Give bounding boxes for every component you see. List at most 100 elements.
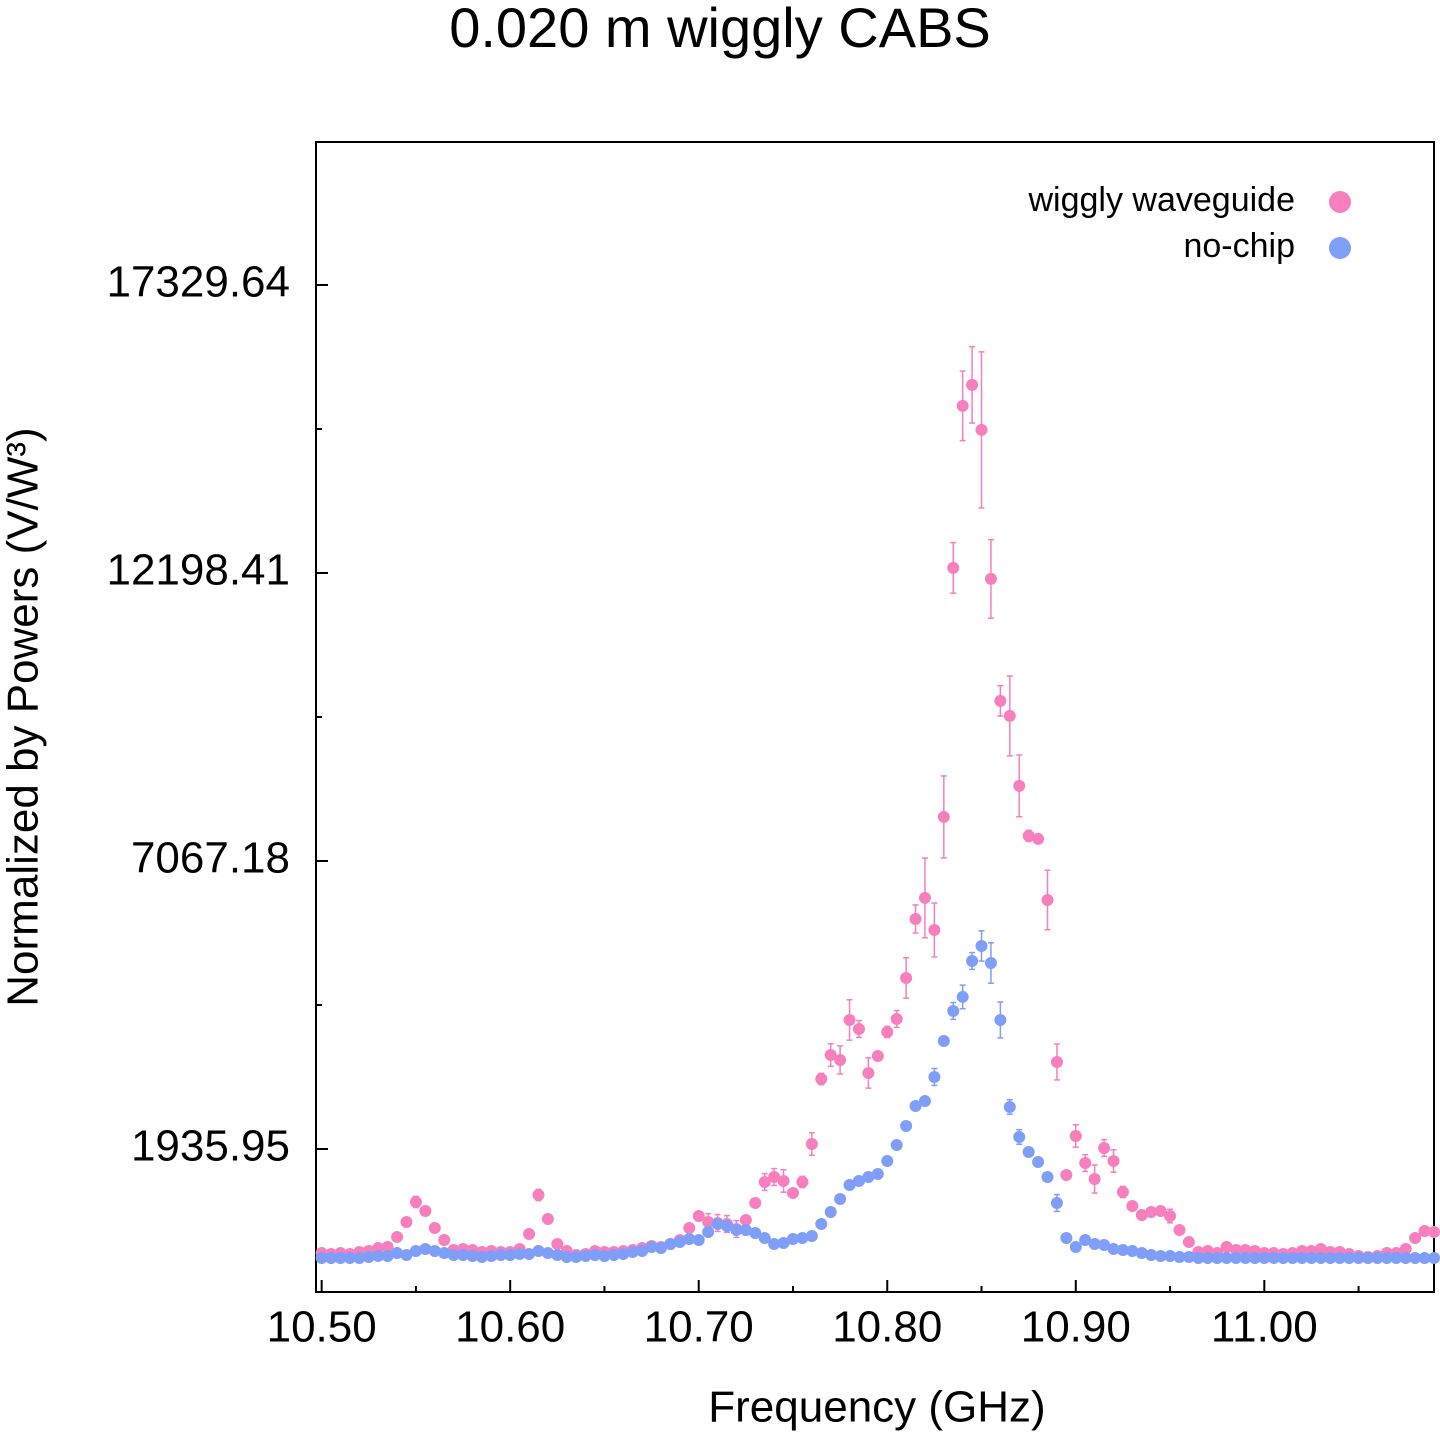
data-point bbox=[381, 1240, 394, 1253]
data-point bbox=[871, 1049, 884, 1062]
data-point bbox=[664, 1238, 677, 1251]
y-tick-label: 1935.95 bbox=[131, 1122, 290, 1171]
data-point bbox=[937, 810, 950, 823]
data-point bbox=[1107, 1243, 1120, 1256]
data-point bbox=[1418, 1251, 1431, 1264]
data-point bbox=[1022, 829, 1035, 842]
data-point bbox=[909, 1099, 922, 1112]
data-point bbox=[918, 1094, 931, 1107]
data-point bbox=[541, 1212, 554, 1225]
data-point bbox=[796, 1232, 809, 1245]
data-point bbox=[1098, 1238, 1111, 1251]
data-point bbox=[1305, 1251, 1318, 1264]
data-point bbox=[1230, 1251, 1243, 1264]
data-point bbox=[400, 1216, 413, 1229]
data-point bbox=[683, 1222, 696, 1235]
data-point bbox=[1098, 1141, 1111, 1154]
data-point bbox=[532, 1189, 545, 1202]
x-tick-label: 10.60 bbox=[455, 1303, 565, 1352]
data-point bbox=[824, 1206, 837, 1219]
data-point bbox=[975, 423, 988, 436]
data-point bbox=[1164, 1250, 1177, 1263]
data-point bbox=[683, 1233, 696, 1246]
data-point bbox=[777, 1174, 790, 1187]
data-point bbox=[1286, 1251, 1299, 1264]
data-point bbox=[409, 1244, 422, 1257]
data-point bbox=[560, 1250, 573, 1263]
data-point bbox=[513, 1248, 526, 1261]
data-point bbox=[447, 1249, 460, 1262]
data-point bbox=[1164, 1210, 1177, 1223]
data-point bbox=[1041, 893, 1054, 906]
legend-marker bbox=[1329, 191, 1351, 213]
data-point bbox=[1013, 779, 1026, 792]
data-point bbox=[900, 1119, 913, 1132]
data-point bbox=[532, 1244, 545, 1257]
data-point bbox=[551, 1238, 564, 1251]
data-point bbox=[673, 1235, 686, 1248]
data-point bbox=[1296, 1251, 1309, 1264]
data-point bbox=[881, 1154, 894, 1167]
y-tick-label: 12198.41 bbox=[106, 546, 290, 595]
x-tick-label: 10.80 bbox=[832, 1303, 942, 1352]
data-point bbox=[457, 1249, 470, 1262]
data-point bbox=[1314, 1251, 1327, 1264]
data-point bbox=[1267, 1251, 1280, 1264]
data-point bbox=[1371, 1251, 1384, 1264]
data-point bbox=[1107, 1154, 1120, 1167]
data-point bbox=[504, 1249, 517, 1262]
data-point bbox=[325, 1251, 338, 1264]
data-point bbox=[956, 399, 969, 412]
data-point bbox=[1145, 1206, 1158, 1219]
data-point bbox=[494, 1249, 507, 1262]
data-point bbox=[749, 1196, 762, 1209]
data-point bbox=[975, 939, 988, 952]
data-point bbox=[1277, 1251, 1290, 1264]
data-point bbox=[523, 1248, 536, 1261]
data-point bbox=[862, 1170, 875, 1183]
data-point bbox=[1248, 1251, 1261, 1264]
data-point bbox=[570, 1250, 583, 1263]
data-point bbox=[655, 1241, 668, 1254]
data-point bbox=[1069, 1240, 1082, 1253]
data-point bbox=[1126, 1244, 1139, 1257]
data-point bbox=[1409, 1232, 1422, 1245]
data-point bbox=[890, 1012, 903, 1025]
chart-title: 0.020 m wiggly CABS bbox=[449, 0, 991, 59]
data-point bbox=[1211, 1251, 1224, 1264]
data-point bbox=[1050, 1055, 1063, 1068]
data-point bbox=[362, 1250, 375, 1263]
data-point bbox=[730, 1223, 743, 1236]
data-point bbox=[777, 1237, 790, 1250]
data-point bbox=[1135, 1208, 1148, 1221]
data-point bbox=[438, 1246, 451, 1259]
data-point bbox=[589, 1249, 602, 1262]
legend-label: wiggly waveguide bbox=[1028, 181, 1296, 219]
series bbox=[315, 345, 1440, 1263]
data-point bbox=[1126, 1200, 1139, 1213]
y-axis-label: Normalized by Powers (V/W³) bbox=[0, 427, 48, 1006]
data-point bbox=[805, 1137, 818, 1150]
x-tick-label: 11.00 bbox=[1211, 1303, 1318, 1352]
data-point bbox=[1390, 1251, 1403, 1264]
series bbox=[315, 930, 1440, 1264]
data-point bbox=[739, 1223, 752, 1236]
data-point bbox=[626, 1245, 639, 1258]
data-point bbox=[1013, 1130, 1026, 1143]
data-point bbox=[1145, 1249, 1158, 1262]
data-point bbox=[1399, 1243, 1412, 1256]
data-point bbox=[1154, 1205, 1167, 1218]
legend-label: no-chip bbox=[1183, 227, 1295, 265]
data-point bbox=[315, 1251, 328, 1264]
data-point bbox=[381, 1250, 394, 1263]
data-point bbox=[343, 1251, 356, 1264]
data-point bbox=[702, 1216, 715, 1229]
data-point bbox=[598, 1250, 611, 1263]
data-point bbox=[1239, 1251, 1252, 1264]
data-point bbox=[1060, 1168, 1073, 1181]
x-axis-label: Frequency (GHz) bbox=[708, 1383, 1045, 1432]
data-point bbox=[419, 1205, 432, 1218]
data-point bbox=[523, 1228, 536, 1241]
data-point bbox=[928, 1070, 941, 1083]
data-point bbox=[1220, 1240, 1233, 1253]
